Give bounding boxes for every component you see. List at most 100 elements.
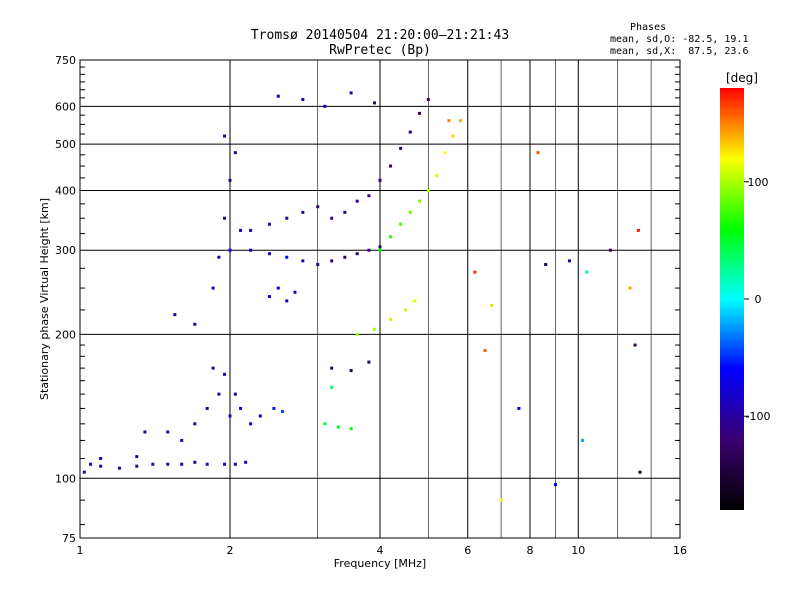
data-point xyxy=(228,414,232,418)
data-point xyxy=(217,392,221,396)
data-point xyxy=(378,178,382,182)
data-point xyxy=(417,111,421,115)
data-point xyxy=(343,210,347,214)
data-point xyxy=(228,178,232,182)
colorbar xyxy=(720,88,744,510)
data-point xyxy=(285,255,289,259)
x-tick-label: 8 xyxy=(527,544,534,557)
x-tick-label: 10 xyxy=(571,544,585,557)
data-point xyxy=(223,134,227,138)
colorbar-label: [deg] xyxy=(726,71,758,85)
data-point xyxy=(330,385,334,389)
points-layer xyxy=(82,91,642,502)
data-point xyxy=(223,372,227,376)
data-point xyxy=(373,327,377,331)
data-point xyxy=(608,248,612,252)
data-point xyxy=(135,455,139,459)
data-point xyxy=(205,406,209,410)
data-point xyxy=(451,134,455,138)
data-point xyxy=(211,286,215,290)
data-point xyxy=(336,425,340,429)
data-point xyxy=(389,164,393,168)
data-point xyxy=(413,299,417,303)
data-point xyxy=(211,366,215,370)
data-point xyxy=(239,406,243,410)
data-point xyxy=(349,91,353,95)
data-point xyxy=(223,462,227,466)
data-point xyxy=(426,188,430,192)
chart-title: Tromsø 20140504 21:20:00–21:21:43 xyxy=(250,28,510,43)
data-point xyxy=(323,422,327,426)
data-point xyxy=(281,409,285,413)
x-tick-label: 2 xyxy=(227,544,234,557)
data-point xyxy=(447,119,451,123)
data-point xyxy=(403,308,407,312)
data-point xyxy=(330,216,334,220)
data-point xyxy=(267,295,271,299)
data-point xyxy=(193,422,197,426)
data-point xyxy=(349,369,353,373)
phase-stat-x: mean, sd,X: 87.5, 23.6 xyxy=(610,46,749,57)
x-tick-label: 4 xyxy=(377,544,384,557)
grid-layer xyxy=(80,60,680,538)
data-point xyxy=(267,252,271,256)
phases-label: Phases xyxy=(630,22,667,33)
data-point xyxy=(443,151,447,155)
data-point xyxy=(490,303,494,307)
y-tick-label: 600 xyxy=(55,100,76,113)
data-point xyxy=(553,483,557,487)
data-point xyxy=(285,299,289,303)
y-tick-label: 500 xyxy=(55,138,76,151)
y-tick-label: 200 xyxy=(55,328,76,341)
plot-frame xyxy=(79,59,681,539)
colorbar-tick-label: 100 xyxy=(748,176,769,189)
data-point xyxy=(233,151,237,155)
y-axis-label: Stationary phase Virtual Height [km] xyxy=(38,198,51,400)
data-point xyxy=(389,317,393,321)
data-point xyxy=(151,462,155,466)
data-point xyxy=(435,173,439,177)
data-point xyxy=(301,210,305,214)
data-point xyxy=(249,422,253,426)
data-point xyxy=(249,228,253,232)
data-point xyxy=(408,210,412,214)
data-point xyxy=(180,438,184,442)
data-point xyxy=(316,263,320,267)
data-point xyxy=(408,130,412,134)
data-point xyxy=(628,286,632,290)
x-tick-label: 16 xyxy=(673,544,687,557)
data-point xyxy=(367,194,371,198)
data-point xyxy=(89,462,93,466)
data-point xyxy=(585,270,589,274)
colorbar-tick-label: -100 xyxy=(746,410,771,423)
data-point xyxy=(355,252,359,256)
data-point xyxy=(330,259,334,263)
data-point xyxy=(483,349,487,353)
data-point xyxy=(135,464,139,468)
y-tick-label: 75 xyxy=(62,532,76,545)
data-point xyxy=(499,498,503,502)
data-point xyxy=(517,406,521,410)
data-point xyxy=(426,98,430,102)
y-tick-label: 100 xyxy=(55,472,76,485)
data-point xyxy=(458,119,462,123)
data-point xyxy=(301,259,305,263)
data-point xyxy=(293,290,297,294)
x-axis-label: Frequency [MHz] xyxy=(334,557,426,570)
data-point xyxy=(267,222,271,226)
data-point xyxy=(217,255,221,259)
data-point xyxy=(301,98,305,102)
chart-subtitle: RwPretec (Bp) xyxy=(329,43,431,58)
data-point xyxy=(244,460,248,464)
data-point xyxy=(249,248,253,252)
data-point xyxy=(399,222,403,226)
data-point xyxy=(316,205,320,209)
data-point xyxy=(239,228,243,232)
data-point xyxy=(166,462,170,466)
data-point xyxy=(567,259,571,263)
data-point xyxy=(323,104,327,108)
data-point xyxy=(349,427,353,431)
data-point xyxy=(193,322,197,326)
data-point xyxy=(272,406,276,410)
